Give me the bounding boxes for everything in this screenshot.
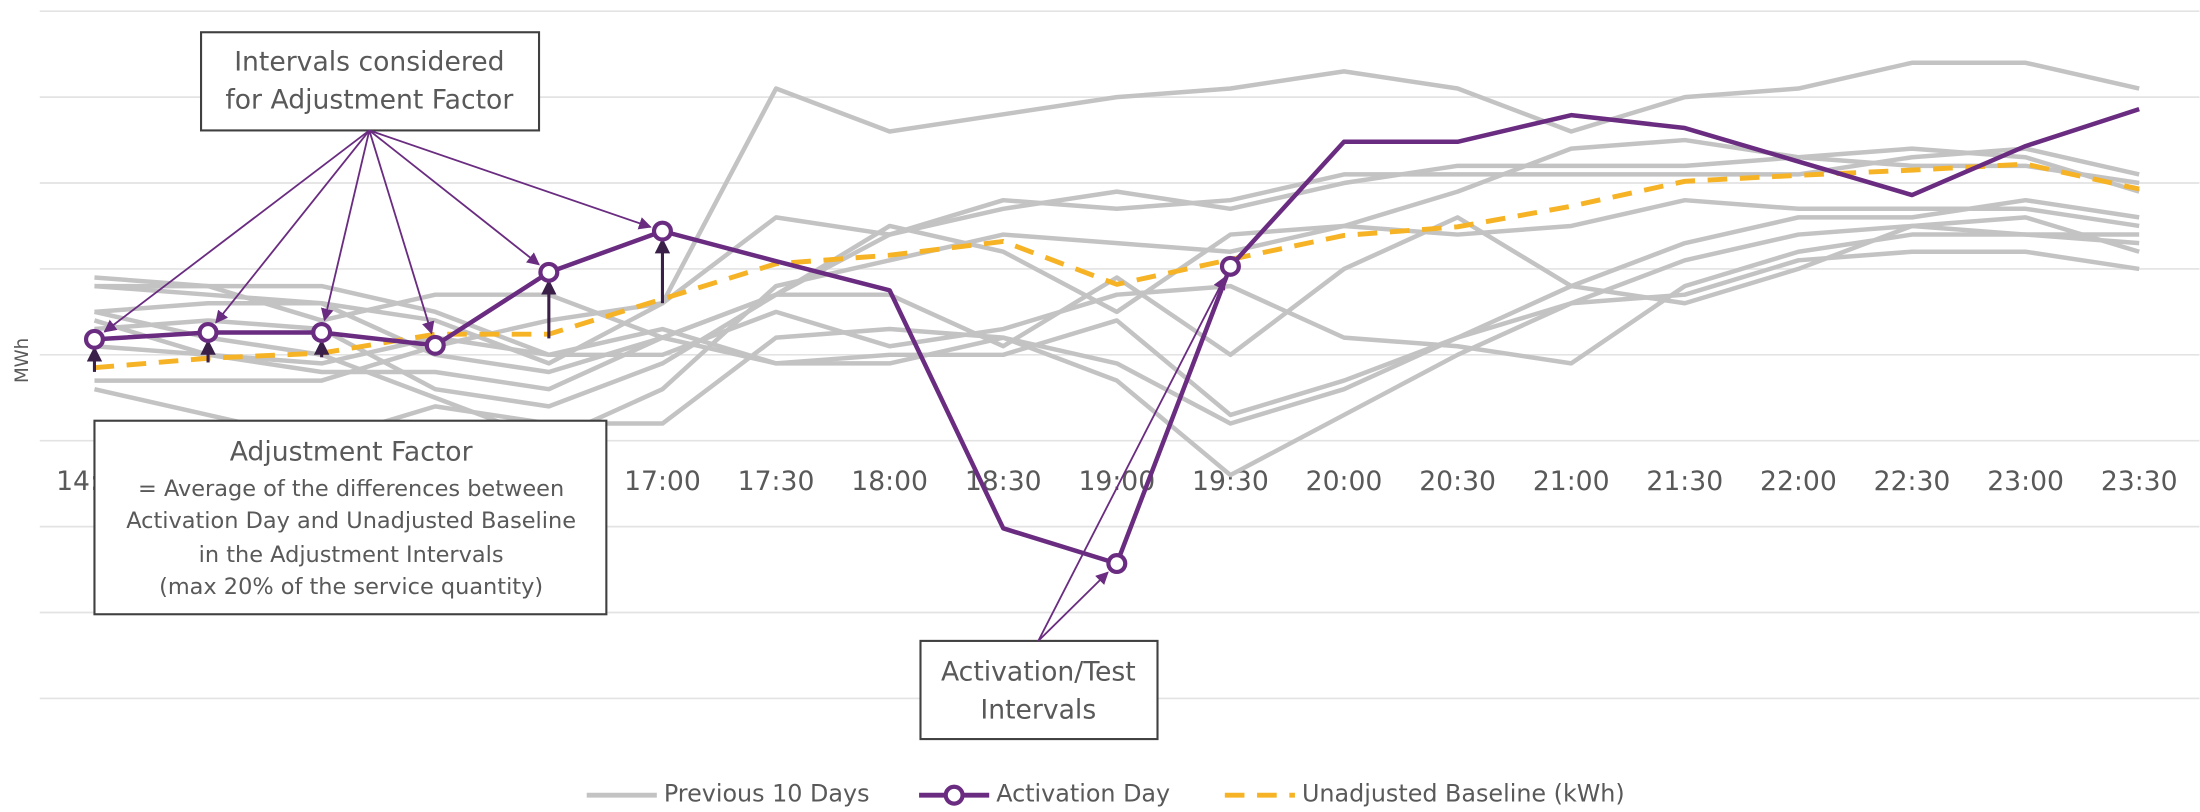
annotation-text: Adjustment Factor xyxy=(230,436,473,467)
legend-label: Unadjusted Baseline (kWh) xyxy=(1302,780,1625,808)
annotation-box xyxy=(919,639,1159,741)
x-tick-label: 18:00 xyxy=(851,466,928,497)
annotation-arrow xyxy=(103,129,370,333)
plot xyxy=(83,60,2140,575)
annotation-text: Activation Day and Unadjusted Baseline xyxy=(126,508,576,534)
x-tick-label: 21:00 xyxy=(1533,466,1610,497)
legend-label: Activation Day xyxy=(996,780,1170,808)
x-tick-label: 20:00 xyxy=(1306,466,1383,497)
series-line xyxy=(94,146,2140,340)
annotation-arrow xyxy=(320,130,371,322)
annotations: Intervals considered for Adjustment Facto… xyxy=(93,31,1226,741)
annotation-arrow xyxy=(215,129,371,324)
x-tick-label: 20:30 xyxy=(1419,466,1496,497)
legend-marker xyxy=(943,784,965,806)
y-axis-label: MWh xyxy=(12,338,33,383)
annotation-arrow xyxy=(368,129,540,266)
annotation-text: (max 20% of the service quantity) xyxy=(159,574,543,600)
x-tick-label: 23:00 xyxy=(1987,466,2064,497)
activation-marker xyxy=(311,321,333,343)
series-line xyxy=(94,223,2140,478)
activation-marker xyxy=(651,220,673,242)
activation-marker xyxy=(538,261,560,283)
annotation-text: Intervals xyxy=(980,695,1096,726)
activation-marker xyxy=(1106,553,1128,575)
annotation-arrow xyxy=(1037,571,1109,642)
x-tick-label: 23:30 xyxy=(2101,466,2178,497)
annotation-text: in the Adjustment Intervals xyxy=(199,542,504,568)
annotation-text: Intervals considered xyxy=(234,47,504,78)
series-line xyxy=(93,197,2140,443)
x-tick-label: 22:30 xyxy=(1874,466,1951,497)
annotation-box xyxy=(199,31,541,132)
annotation-arrow xyxy=(368,130,435,335)
annotation-box xyxy=(93,419,608,616)
x-tick-label: 22:00 xyxy=(1760,466,1837,497)
series-line xyxy=(93,249,2140,418)
activation-marker xyxy=(197,321,219,343)
x-tick-label: 21:30 xyxy=(1646,466,1723,497)
x-tick-label: 17:00 xyxy=(624,466,701,497)
annotation-text: = Average of the differences between xyxy=(138,476,564,502)
legend: Previous 10 Days Activation Day Unadjusted… xyxy=(586,780,1625,808)
series-line xyxy=(94,215,2140,409)
x-tick-label: 19:30 xyxy=(1192,466,1269,497)
x-tick-label: 17:30 xyxy=(738,466,815,497)
activation-marker xyxy=(83,328,105,350)
activation-marker xyxy=(1219,255,1241,277)
baseline-line xyxy=(94,161,2140,371)
annotation-text: for Adjustment Factor xyxy=(225,84,513,115)
series-line xyxy=(93,197,2140,443)
annotation-arrow xyxy=(1037,276,1226,642)
series-line xyxy=(94,60,2140,366)
legend-label: Previous 10 Days xyxy=(664,780,870,808)
annotation-arrow xyxy=(369,129,652,230)
activation-marker xyxy=(424,334,446,356)
annotation-text: Activation/Test xyxy=(941,657,1136,688)
